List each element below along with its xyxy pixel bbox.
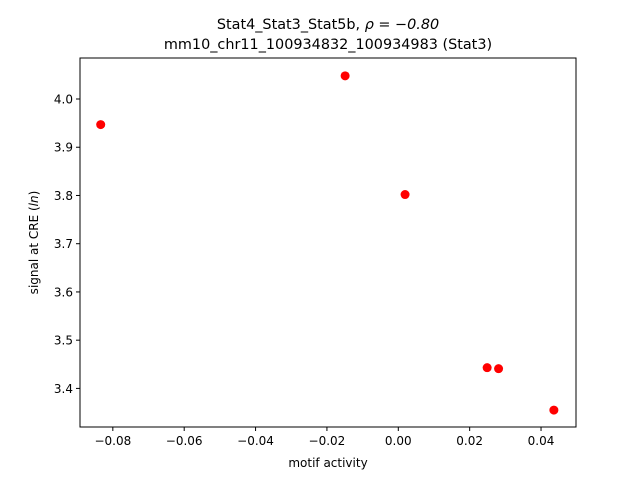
x-tick-label: 0.00: [385, 434, 412, 448]
x-tick-label: 0.04: [528, 434, 555, 448]
data-point: [96, 120, 106, 130]
y-tick-label: 3.5: [54, 334, 73, 348]
chart-title-line-2: mm10_chr11_100934832_100934983 (Stat3): [164, 37, 492, 53]
data-points: [96, 71, 559, 415]
x-tick-label: −0.02: [309, 434, 346, 448]
data-point: [549, 405, 559, 415]
y-axis-label: signal at CRE (ln): [27, 191, 41, 295]
y-tick-label: 3.9: [54, 141, 73, 155]
x-tick-label: −0.06: [166, 434, 203, 448]
y-tick-label: 3.7: [54, 237, 73, 251]
x-axis-label: motif activity: [288, 456, 367, 470]
y-tick-label: 4.0: [54, 93, 73, 107]
x-tick-label: −0.08: [94, 434, 131, 448]
y-axis-ticks: 3.4 3.5 3.6 3.7 3.8 3.9 4.0: [54, 93, 80, 396]
data-point: [400, 190, 410, 200]
data-point: [482, 363, 492, 373]
y-tick-label: 3.6: [54, 285, 73, 299]
x-tick-label: −0.04: [237, 434, 274, 448]
y-tick-label: 3.8: [54, 189, 73, 203]
chart-title-line-1: Stat4_Stat3_Stat5b, ρ = −0.80: [217, 17, 439, 33]
y-tick-label: 3.4: [54, 382, 73, 396]
plot-area-frame: [79, 57, 577, 428]
x-tick-label: 0.02: [456, 434, 483, 448]
data-point: [494, 364, 504, 374]
data-point: [340, 71, 350, 81]
x-axis-ticks: −0.08 −0.06 −0.04 −0.02 0.00 0.02 0.04: [94, 427, 554, 448]
